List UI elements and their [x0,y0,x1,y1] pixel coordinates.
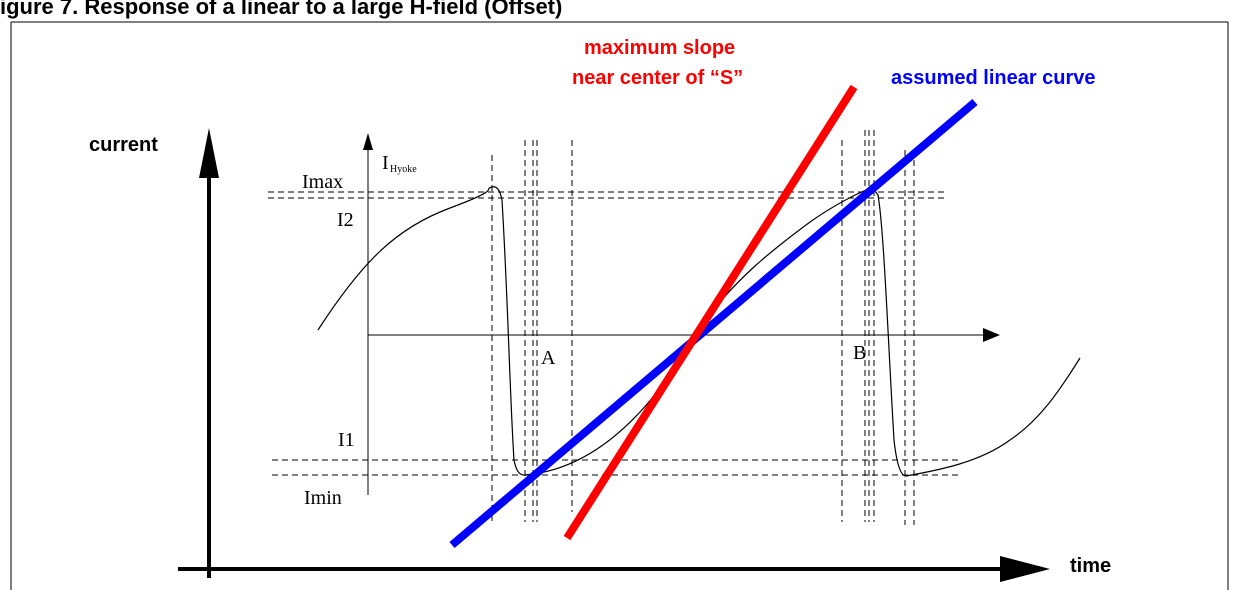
outer-current-axis [199,128,219,578]
point-a-label: A [541,347,556,369]
inner-time-axis [368,328,1000,342]
linear-curve-annotation: assumed linear curve [891,67,1096,89]
max-slope-annotation-line1: maximum slope [584,37,735,59]
inner-current-axis [363,133,373,495]
current-axis-label: current [89,134,158,156]
figure-frame [10,21,1229,590]
i2-label: I2 [337,209,354,231]
figure-title: igure 7. Response of a linear to a large… [0,0,562,19]
i1-label: I1 [338,429,355,451]
imax-label: Imax [302,171,343,193]
i-hyoke-subscript: Hyoke [390,164,417,175]
point-b-label: B [853,342,866,364]
max-slope-annotation-line2: near center of “S” [572,67,743,89]
imin-label: Imin [304,487,342,509]
assumed-linear-line [449,98,978,549]
i-hyoke-main: I [382,152,389,174]
max-slope-line [563,84,858,541]
time-axis-label: time [1070,555,1111,577]
outer-time-axis [178,556,1050,582]
